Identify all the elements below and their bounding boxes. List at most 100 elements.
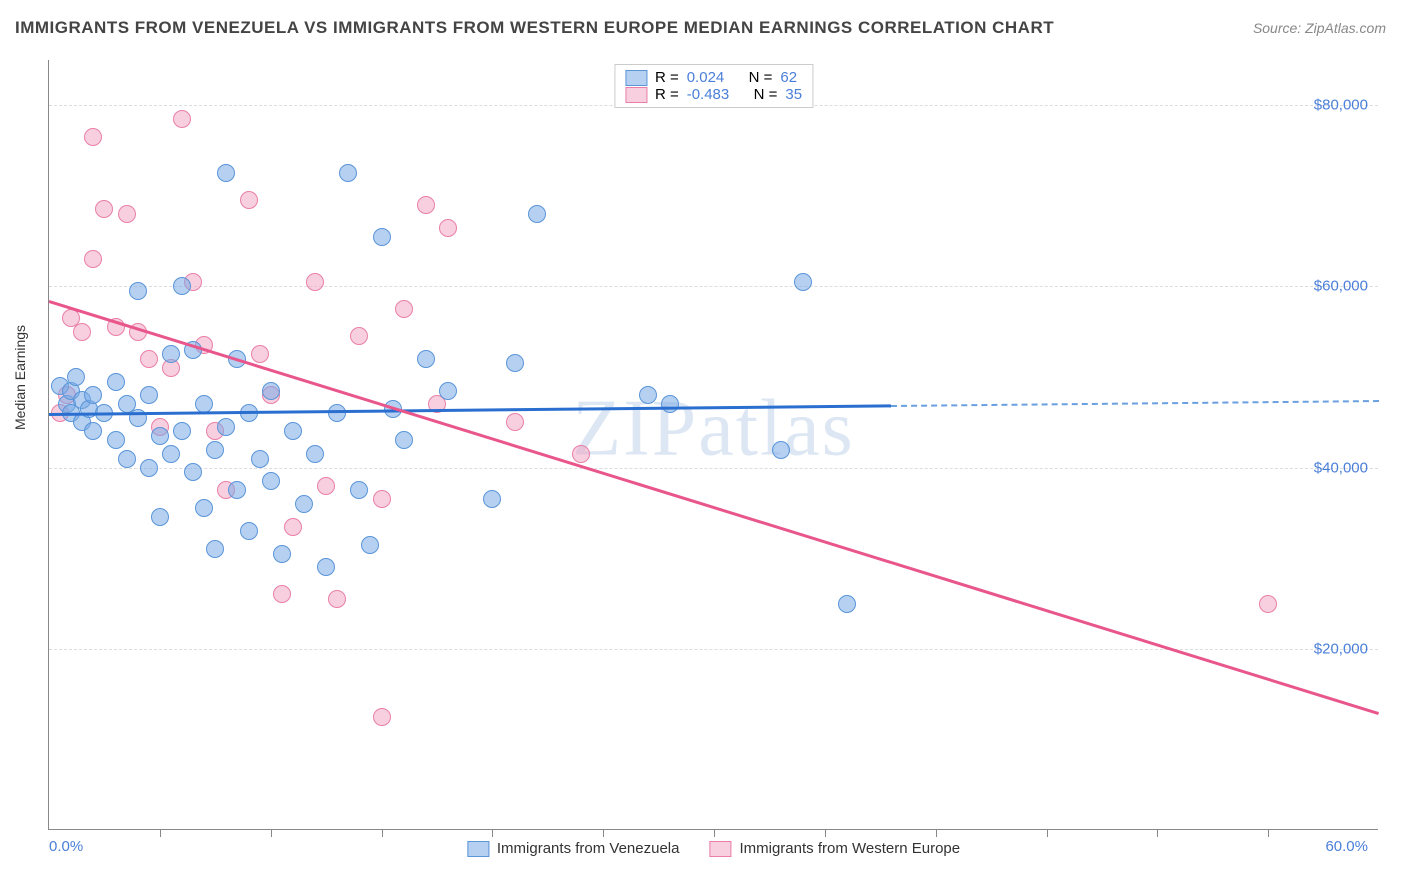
data-point xyxy=(118,450,136,468)
data-point xyxy=(107,431,125,449)
trend-line xyxy=(49,300,1380,715)
data-point xyxy=(306,273,324,291)
data-point xyxy=(483,490,501,508)
series-legend: Immigrants from Venezuela Immigrants fro… xyxy=(467,840,960,857)
data-point xyxy=(84,386,102,404)
data-point xyxy=(251,450,269,468)
x-tick xyxy=(603,829,604,837)
x-axis-start: 0.0% xyxy=(49,838,83,855)
y-tick-label: $80,000 xyxy=(1314,97,1368,114)
swatch-pink-icon xyxy=(625,87,647,103)
data-point xyxy=(206,441,224,459)
data-point xyxy=(350,481,368,499)
data-point xyxy=(328,590,346,608)
n-label: N = xyxy=(754,86,778,103)
legend-label-blue: Immigrants from Venezuela xyxy=(497,840,680,857)
data-point xyxy=(572,445,590,463)
data-point xyxy=(84,250,102,268)
data-point xyxy=(118,205,136,223)
swatch-pink-icon xyxy=(709,841,731,857)
data-point xyxy=(273,545,291,563)
data-point xyxy=(206,540,224,558)
trend-line xyxy=(49,405,891,416)
data-point xyxy=(195,499,213,517)
data-point xyxy=(95,200,113,218)
legend-label-pink: Immigrants from Western Europe xyxy=(739,840,960,857)
legend-item-pink: Immigrants from Western Europe xyxy=(709,840,960,857)
data-point xyxy=(173,110,191,128)
data-point xyxy=(417,196,435,214)
y-tick-label: $60,000 xyxy=(1314,278,1368,295)
data-point xyxy=(162,445,180,463)
data-point xyxy=(295,495,313,513)
data-point xyxy=(328,404,346,422)
data-point xyxy=(1259,595,1277,613)
stats-row-pink: R = -0.483 N = 35 xyxy=(625,86,802,103)
data-point xyxy=(439,219,457,237)
data-point xyxy=(838,595,856,613)
chart-title: IMMIGRANTS FROM VENEZUELA VS IMMIGRANTS … xyxy=(15,18,1054,38)
data-point xyxy=(140,350,158,368)
data-point xyxy=(240,522,258,540)
data-point xyxy=(339,164,357,182)
source-credit: Source: ZipAtlas.com xyxy=(1253,20,1386,36)
data-point xyxy=(284,422,302,440)
data-point xyxy=(350,327,368,345)
data-point xyxy=(395,300,413,318)
legend-item-blue: Immigrants from Venezuela xyxy=(467,840,680,857)
x-tick xyxy=(936,829,937,837)
n-value-blue: 62 xyxy=(780,69,797,86)
x-tick xyxy=(492,829,493,837)
data-point xyxy=(251,345,269,363)
data-point xyxy=(184,463,202,481)
data-point xyxy=(317,558,335,576)
y-axis-label: Median Earnings xyxy=(12,325,28,430)
gridline xyxy=(49,286,1378,287)
x-tick xyxy=(714,829,715,837)
data-point xyxy=(107,373,125,391)
data-point xyxy=(173,277,191,295)
data-point xyxy=(373,228,391,246)
data-point xyxy=(140,459,158,477)
data-point xyxy=(528,205,546,223)
x-tick xyxy=(825,829,826,837)
data-point xyxy=(217,418,235,436)
data-point xyxy=(240,191,258,209)
data-point xyxy=(67,368,85,386)
data-point xyxy=(317,477,335,495)
data-point xyxy=(661,395,679,413)
swatch-blue-icon xyxy=(625,70,647,86)
x-tick xyxy=(1268,829,1269,837)
x-axis-end: 60.0% xyxy=(1325,838,1368,855)
data-point xyxy=(129,282,147,300)
data-point xyxy=(373,708,391,726)
y-tick-label: $20,000 xyxy=(1314,640,1368,657)
stats-row-blue: R = 0.024 N = 62 xyxy=(625,69,802,86)
data-point xyxy=(173,422,191,440)
data-point xyxy=(151,427,169,445)
r-label: R = xyxy=(655,69,679,86)
x-tick xyxy=(271,829,272,837)
data-point xyxy=(84,422,102,440)
data-point xyxy=(162,345,180,363)
stats-legend: R = 0.024 N = 62 R = -0.483 N = 35 xyxy=(614,64,813,108)
x-tick xyxy=(1047,829,1048,837)
data-point xyxy=(262,382,280,400)
data-point xyxy=(84,128,102,146)
data-point xyxy=(228,481,246,499)
r-value-blue: 0.024 xyxy=(687,69,725,86)
data-point xyxy=(306,445,324,463)
data-point xyxy=(639,386,657,404)
trend-line xyxy=(891,400,1379,407)
data-point xyxy=(439,382,457,400)
watermark: ZIPatlas xyxy=(572,384,855,475)
x-tick xyxy=(1157,829,1158,837)
x-tick xyxy=(382,829,383,837)
data-point xyxy=(361,536,379,554)
data-point xyxy=(373,490,391,508)
data-point xyxy=(395,431,413,449)
data-point xyxy=(140,386,158,404)
data-point xyxy=(284,518,302,536)
plot-area: ZIPatlas R = 0.024 N = 62 R = -0.483 N =… xyxy=(48,60,1378,830)
y-tick-label: $40,000 xyxy=(1314,459,1368,476)
